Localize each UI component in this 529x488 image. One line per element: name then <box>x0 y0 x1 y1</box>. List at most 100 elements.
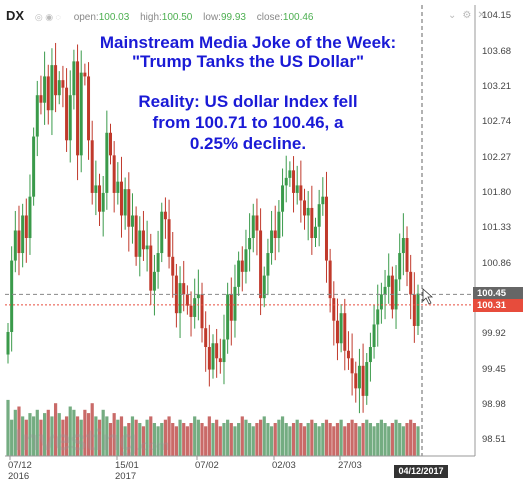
volume-bar <box>409 419 413 456</box>
volume-bar <box>332 426 336 456</box>
volume-bar <box>365 419 369 456</box>
candle-body <box>17 230 21 254</box>
volume-bar <box>354 423 358 456</box>
volume-bar <box>258 419 263 456</box>
candle-body <box>405 238 409 272</box>
x-tick-label: 15/01 2017 <box>115 460 139 482</box>
volume-bar <box>218 426 222 456</box>
volume-bar <box>204 426 208 456</box>
volume-bar <box>233 426 237 456</box>
volume-bar <box>171 423 175 456</box>
candle-body <box>178 283 182 314</box>
volume-bar <box>368 423 373 456</box>
volume-bar <box>229 423 233 456</box>
candle-body <box>218 358 222 363</box>
candle-body <box>21 215 25 254</box>
y-tick-label: 103.21 <box>482 80 512 92</box>
volume-bar <box>317 426 321 456</box>
volume-bar <box>248 423 252 456</box>
volume-bar <box>346 423 351 456</box>
volume-bar <box>280 416 285 456</box>
volume-bar <box>350 419 354 456</box>
volume-bar <box>46 409 50 456</box>
volume-bar <box>90 403 94 456</box>
candle-body <box>54 65 58 96</box>
candle-body <box>339 313 343 344</box>
volume-bar <box>390 423 394 456</box>
candle-body <box>394 279 398 310</box>
candle-body <box>226 294 230 340</box>
candle-body <box>171 256 175 276</box>
volume-bar <box>130 416 135 456</box>
volume-bar <box>112 413 116 456</box>
candle-body <box>167 219 171 257</box>
annotation-reality-2: from 100.71 to 100.46, a <box>152 113 344 132</box>
volume-bar <box>86 413 91 456</box>
candle-body <box>365 362 369 396</box>
candle-body <box>24 215 28 239</box>
candle-body <box>314 226 317 239</box>
volume-bar <box>321 423 325 456</box>
chart-toolbar-icons[interactable]: ⌄⚙✕ <box>448 10 492 21</box>
volume-bar <box>215 419 219 456</box>
volume-bar <box>277 419 281 456</box>
candle-body <box>116 181 120 193</box>
candle-body <box>163 211 167 220</box>
volume-bar <box>116 419 120 456</box>
candle-body <box>229 294 233 321</box>
last-price-label: 100.45 <box>473 287 523 301</box>
volume-bar <box>127 423 131 456</box>
gear-icon: ⚙ <box>462 10 478 21</box>
close-icon: ✕ <box>477 10 492 21</box>
candle-body <box>222 339 226 363</box>
candle-body <box>182 283 186 295</box>
candle-body <box>105 132 109 193</box>
volume-bar <box>119 416 124 456</box>
candle-body <box>306 207 310 216</box>
volume-bar <box>211 423 215 456</box>
candle-body <box>185 294 189 306</box>
volume-bar <box>302 426 307 456</box>
volume-bar <box>13 409 17 456</box>
candle-body <box>262 275 266 299</box>
candle-body <box>98 185 102 212</box>
volume-bar <box>379 419 383 456</box>
candle-body <box>409 271 413 295</box>
candle-body <box>204 328 208 348</box>
volume-bar <box>83 409 87 456</box>
candle-body <box>101 192 105 212</box>
candle-body <box>390 275 394 310</box>
volume-bar <box>178 419 182 456</box>
volume-bar <box>68 406 72 456</box>
candle-body <box>412 294 416 326</box>
candle-body <box>328 260 332 299</box>
candle-body <box>130 215 134 227</box>
volume-bar <box>401 426 405 456</box>
volume-bar <box>291 423 296 456</box>
candle-body <box>61 80 65 88</box>
volume-bar <box>416 426 420 456</box>
volume-bar <box>343 426 347 456</box>
y-tick-label: 101.33 <box>482 222 512 234</box>
candle-body <box>215 343 219 359</box>
volume-bar <box>266 423 270 456</box>
candle-body <box>134 215 138 257</box>
volume-bar <box>244 419 248 456</box>
candle-body <box>50 65 54 111</box>
volume-bar <box>182 423 186 456</box>
prev-price-label: 100.31 <box>473 298 523 312</box>
volume-bar <box>394 419 398 456</box>
candle-body <box>361 365 365 396</box>
high-value: 100.50 <box>161 12 193 23</box>
volume-bar <box>299 423 303 456</box>
volume-bar <box>53 403 58 456</box>
volume-bar <box>94 416 98 456</box>
volume-bar <box>262 416 266 456</box>
candle-body <box>354 373 358 389</box>
candle-body <box>94 185 98 193</box>
header-icons[interactable]: ◎ ◉ ◌ <box>34 12 61 22</box>
candle-body <box>292 170 296 193</box>
volume-bar <box>32 416 36 456</box>
candle-body <box>270 230 274 254</box>
volume-bar <box>398 423 402 456</box>
